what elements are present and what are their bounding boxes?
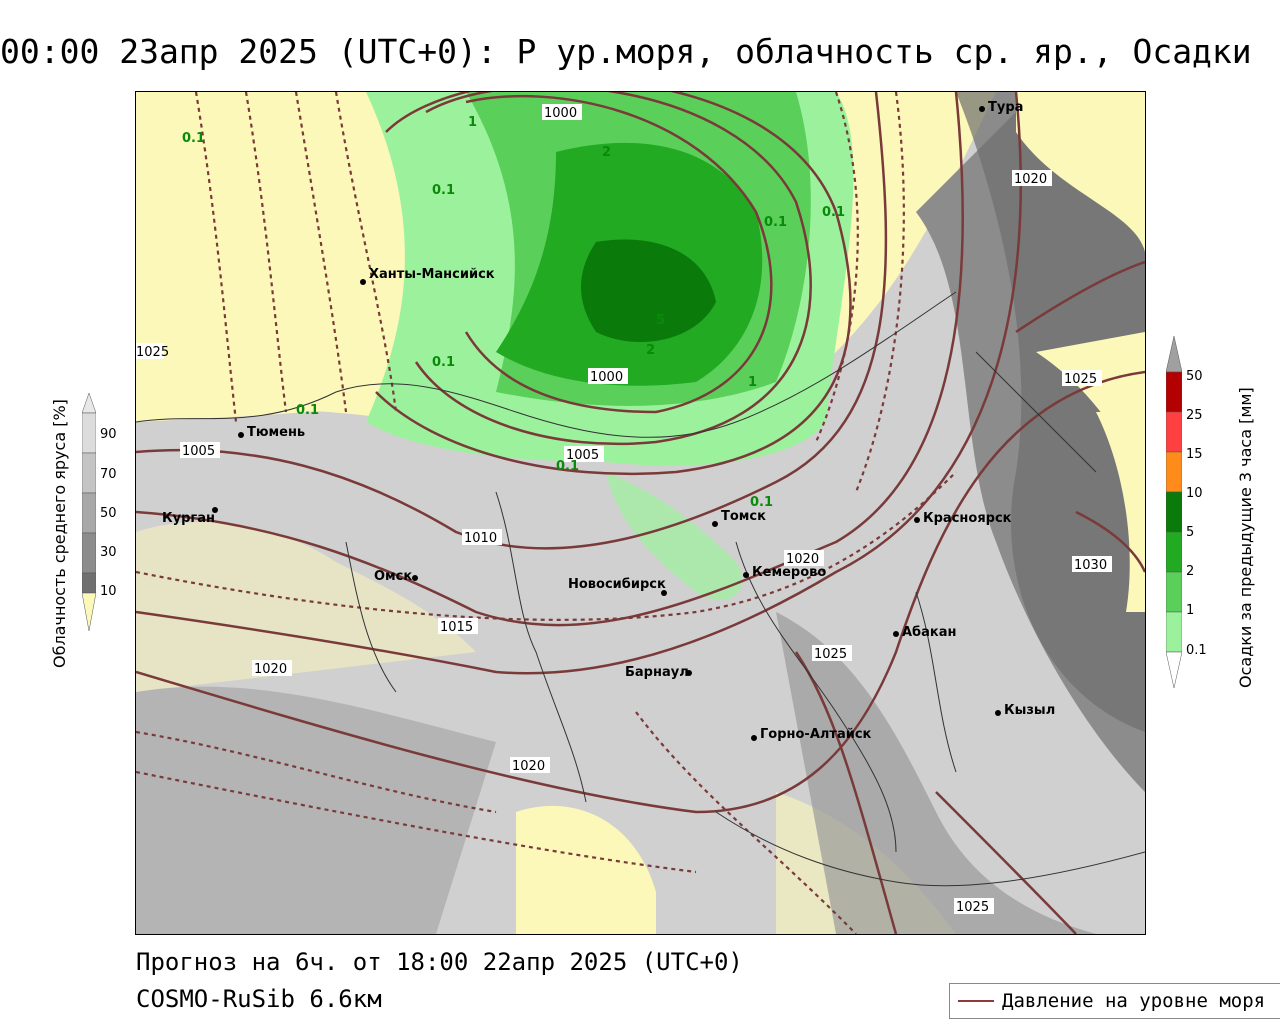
isobar-label: 1005 bbox=[566, 448, 599, 463]
precip-label: 1 bbox=[468, 115, 477, 130]
precip-label: 0.1 bbox=[432, 183, 455, 198]
precip-tick: 25 bbox=[1186, 408, 1203, 423]
precip-label: 0.1 bbox=[556, 459, 579, 474]
city-label[interactable]: Красноярск bbox=[923, 511, 1012, 526]
isobar-label: 1020 bbox=[512, 759, 545, 774]
cloud-tick: 10 bbox=[100, 584, 117, 599]
city-label[interactable]: Омск bbox=[374, 569, 412, 584]
precip-label: 0.1 bbox=[764, 215, 787, 230]
isobars bbox=[136, 92, 1145, 934]
city-label[interactable]: Тюмень bbox=[247, 425, 305, 440]
cloud-tick: 30 bbox=[100, 545, 117, 560]
admin-borders bbox=[136, 291, 1145, 887]
cloud-tick: 90 bbox=[100, 427, 117, 442]
precip-label: 5 bbox=[656, 313, 665, 328]
isobar-labels: 1000 1000 1005 1010 1015 1020 1020 1020 … bbox=[136, 104, 1112, 915]
city-label[interactable]: Тура bbox=[988, 100, 1023, 115]
cloud-tick: 50 bbox=[100, 506, 117, 521]
precip-label: 0.1 bbox=[432, 355, 455, 370]
city-label[interactable]: Кемерово bbox=[752, 565, 826, 580]
isobars-dashed bbox=[136, 92, 957, 934]
precip-label: 0.1 bbox=[750, 495, 773, 510]
city-label[interactable]: Горно-Алтайск bbox=[760, 727, 872, 742]
isobar-label: 1020 bbox=[786, 552, 819, 567]
precip-colorbar-label: Осадки за предыдущие 3 часа [мм] bbox=[1236, 387, 1255, 688]
isobar-label: 1010 bbox=[464, 531, 497, 546]
precip-colorbar-scale bbox=[1166, 336, 1182, 689]
city-label[interactable]: Барнаул bbox=[625, 665, 689, 680]
cloud-colorbar-scale bbox=[82, 393, 96, 632]
precip-label: 0.1 bbox=[822, 205, 845, 220]
precip-label: 2 bbox=[646, 343, 655, 358]
isobar-label: 1025 bbox=[136, 345, 169, 360]
pressure-legend-label: Давление на уровне моря bbox=[1002, 990, 1266, 1012]
city-markers: Тура Ханты-Мансийск Тюмень Курган Омск Н… bbox=[162, 100, 1055, 742]
precip-tick: 2 bbox=[1186, 564, 1195, 579]
cloud-colorbar-label: Облачность среднего яруса [%] bbox=[50, 399, 69, 668]
model-name: COSMO-RuSib 6.6км bbox=[136, 985, 382, 1013]
clear-sky-region bbox=[136, 92, 436, 422]
precip-tick: 0.1 bbox=[1186, 643, 1207, 658]
precip-tick: 5 bbox=[1186, 525, 1195, 540]
isobar-label: 1020 bbox=[254, 662, 287, 677]
city-label[interactable]: Кызыл bbox=[1004, 703, 1055, 718]
pressure-legend: Давление на уровне моря bbox=[949, 983, 1280, 1019]
pressure-line-swatch bbox=[958, 1000, 994, 1002]
precip-tick: 10 bbox=[1186, 486, 1203, 501]
precip-label: 0.1 bbox=[182, 131, 205, 146]
isobar-label: 1025 bbox=[1064, 372, 1097, 387]
map-canvas: 1000 1000 1005 1010 1015 1020 1020 1020 … bbox=[136, 92, 1145, 934]
precip-label: 1 bbox=[748, 375, 757, 390]
isobar-label: 1025 bbox=[814, 647, 847, 662]
forecast-info: Прогноз на 6ч. от 18:00 22апр 2025 (UTC+… bbox=[136, 948, 743, 976]
precip-tick: 50 bbox=[1186, 369, 1203, 384]
city-label[interactable]: Новосибирск bbox=[568, 577, 666, 592]
isobar-label: 1015 bbox=[440, 620, 473, 635]
isobar-label: 1000 bbox=[590, 370, 623, 385]
precip-labels: 0.1 0.1 0.1 0.1 0.1 0.1 0.1 0.1 1 1 2 2 … bbox=[182, 115, 845, 510]
city-label[interactable]: Ханты-Мансийск bbox=[369, 267, 495, 282]
weather-map[interactable]: 1000 1000 1005 1010 1015 1020 1020 1020 … bbox=[135, 91, 1146, 935]
precip-label: 2 bbox=[602, 145, 611, 160]
map-title: 00:00 23апр 2025 (UTC+0): P ур.моря, обл… bbox=[0, 32, 1252, 71]
isobar-label: 1030 bbox=[1074, 558, 1107, 573]
precipitation-layer bbox=[366, 92, 854, 601]
precip-label: 0.1 bbox=[296, 403, 319, 418]
isobar-label: 1000 bbox=[544, 106, 577, 121]
precip-tick: 15 bbox=[1186, 447, 1203, 462]
cloud-tick: 70 bbox=[100, 467, 117, 482]
precip-tick: 1 bbox=[1186, 603, 1195, 618]
city-label[interactable]: Томск bbox=[721, 509, 766, 524]
isobar-label: 1020 bbox=[1014, 172, 1047, 187]
city-label[interactable]: Курган bbox=[162, 511, 215, 526]
isobar-label: 1005 bbox=[182, 444, 215, 459]
city-label[interactable]: Абакан bbox=[902, 625, 957, 640]
isobar-label: 1025 bbox=[956, 900, 989, 915]
